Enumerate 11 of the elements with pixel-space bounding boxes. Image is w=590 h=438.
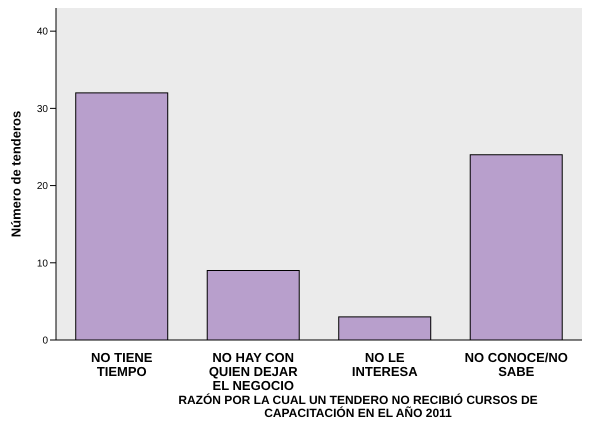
y-tick-label: 10 bbox=[36, 258, 48, 270]
y-tick-label: 0 bbox=[42, 336, 48, 347]
x-axis-title: RAZÓN POR LA CUAL UN TENDERO NO RECIBIÓ CURSOS DE CAPACITACIÓN EN EL AÑO 2011 bbox=[177, 393, 539, 420]
y-axis-title: Número de tenderos bbox=[8, 110, 24, 238]
x-tick-label: NO CONOCE/NO SABE bbox=[464, 350, 568, 379]
x-tick-label: NO LE INTERESA bbox=[352, 350, 418, 379]
y-tick-label: 20 bbox=[36, 181, 48, 192]
x-tick-label: NO TIENE TIEMPO bbox=[91, 350, 153, 379]
x-tick-label: NO HAY CON QUIEN DEJAR EL NEGOCIO bbox=[208, 350, 298, 393]
y-tick-label: 40 bbox=[36, 26, 48, 38]
y-tick-label: 30 bbox=[36, 104, 48, 115]
